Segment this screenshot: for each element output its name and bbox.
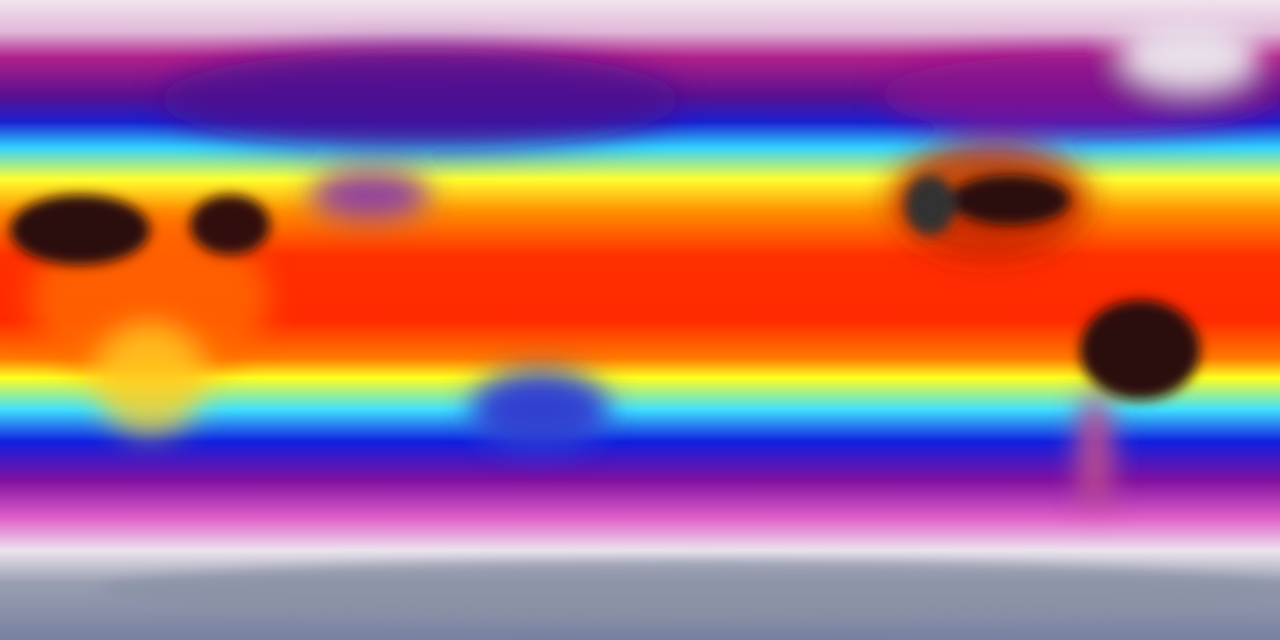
tibet-cold: [310, 170, 430, 220]
us-hot: [950, 175, 1070, 225]
antarctica-ice: [100, 560, 1280, 620]
andes-cool: [1077, 390, 1113, 510]
greenland: [1120, 20, 1260, 90]
amazon-hot: [1080, 300, 1200, 400]
arabia-hot: [190, 195, 270, 255]
south-africa: [95, 325, 205, 435]
sahara-hot: [10, 195, 150, 265]
australia-cool: [470, 370, 610, 450]
mexico-hot: [905, 175, 955, 235]
north-asia-cold: [160, 50, 680, 150]
